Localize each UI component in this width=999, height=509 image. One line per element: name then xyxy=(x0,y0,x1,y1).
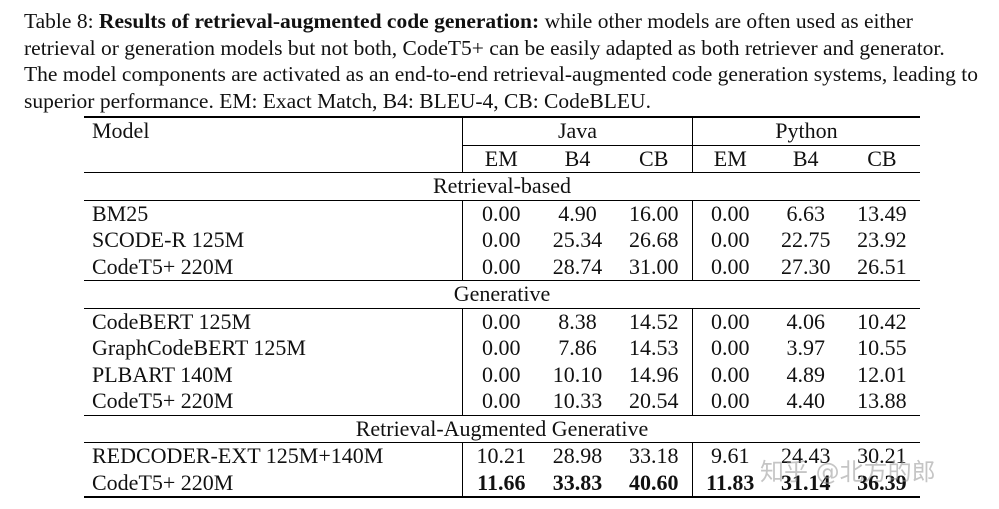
metric-value-cell: 0.00 xyxy=(691,253,768,281)
metric-value-cell: 0.00 xyxy=(691,335,768,362)
metric-value-cell: 10.10 xyxy=(552,361,603,387)
metric-header: CB xyxy=(639,145,669,171)
metric-value-cell: 4.90 xyxy=(539,199,616,227)
table-row: REDCODER-EXT 125M+140M 10.21 28.98 33.18 9.6… xyxy=(84,442,920,470)
metric-value-cell: 23.92 xyxy=(857,227,907,253)
metric-value-cell: 0.00 xyxy=(462,307,540,335)
python-header: Python xyxy=(691,116,920,146)
metric-value-cell: 40.60 xyxy=(615,469,693,498)
table-row: BM25 0.00 4.90 16.00 0.00 6.63 13.49 xyxy=(84,199,920,227)
section-header-row: Generative xyxy=(84,280,920,308)
metric-header: EM xyxy=(462,145,540,173)
metric-header: EM xyxy=(691,145,768,173)
metric-value-cell: 0.00 xyxy=(691,388,768,415)
metric-value-cell: 9.61 xyxy=(691,442,768,470)
metric-value-cell: 28.74 xyxy=(552,253,603,279)
metric-value-cell: 0.00 xyxy=(462,361,540,388)
metric-value-cell: 24.43 xyxy=(767,442,844,470)
metric-value-cell: 0.00 xyxy=(691,361,768,388)
table-row: SCODE-R 125M 0.00 25.34 26.68 0.00 22.75 23.92 xyxy=(84,227,920,254)
metric-value-cell: 8.38 xyxy=(539,307,616,335)
metric-header: CB xyxy=(867,145,897,171)
model-column-header: Model xyxy=(84,116,463,173)
metric-value-cell: 0.00 xyxy=(462,199,540,227)
model-name-cell: BM25 xyxy=(84,199,463,227)
model-name-cell: CodeT5+ 220M xyxy=(84,469,463,498)
table-row: CodeT5+ 220M 0.00 10.33 20.54 0.00 4.40 13.88 xyxy=(84,388,920,415)
metric-value-cell: 20.54 xyxy=(628,388,679,414)
metric-value-cell: 33.83 xyxy=(539,469,616,498)
metric-value-cell: 11.83 xyxy=(691,469,768,498)
results-table: Model Java Python EM B4 CB EM B4 CB Retr… xyxy=(84,116,920,498)
metric-value-cell: 4.89 xyxy=(786,361,825,387)
table-row: GraphCodeBERT 125M 0.00 7.86 14.53 0.00 3.97 1… xyxy=(84,335,920,362)
metric-value-cell: 12.01 xyxy=(857,361,907,387)
metric-value-cell: 14.53 xyxy=(628,335,679,361)
caption-text: while other models are often used as eit… xyxy=(24,9,978,113)
metric-value-cell: 27.30 xyxy=(780,253,831,279)
metric-value-cell: 31.00 xyxy=(628,253,679,279)
metric-value-cell: 26.51 xyxy=(857,253,907,279)
metric-value-cell: 14.96 xyxy=(628,361,679,387)
metric-header: B4 xyxy=(792,145,819,171)
metric-value-cell: 28.98 xyxy=(539,442,616,470)
metric-value-cell: 26.68 xyxy=(628,227,679,253)
metric-value-cell: 10.55 xyxy=(857,335,907,361)
section-title: Retrieval-based xyxy=(84,172,920,200)
table-row: PLBART 140M 0.00 10.10 14.96 0.00 4.89 12.01 xyxy=(84,361,920,388)
model-name-cell: CodeBERT 125M xyxy=(84,307,463,335)
metric-value-cell: 6.63 xyxy=(767,199,844,227)
metric-value-cell: 36.39 xyxy=(843,469,920,498)
section-title: Retrieval-Augmented Generative xyxy=(84,414,920,443)
metric-value-cell: 10.33 xyxy=(552,388,603,414)
metric-value-cell: 13.88 xyxy=(857,388,907,414)
header-row-metrics: EM B4 CB EM B4 CB xyxy=(84,145,920,173)
metric-value-cell: 7.86 xyxy=(558,335,597,361)
section-header-row: Retrieval-Augmented Generative xyxy=(84,414,920,443)
metric-value-cell: 31.14 xyxy=(767,469,844,498)
model-name-cell: PLBART 140M xyxy=(92,361,233,387)
table-row: CodeT5+ 220M 0.00 28.74 31.00 0.00 27.30 26.51 xyxy=(84,253,920,281)
metric-header: B4 xyxy=(564,145,591,171)
metric-value-cell: 0.00 xyxy=(691,227,768,254)
model-name-cell: SCODE-R 125M xyxy=(92,227,245,253)
metric-value-cell: 33.18 xyxy=(615,442,693,470)
caption-bold-title: Results of retrieval-augmented code gene… xyxy=(98,9,540,33)
metric-value-cell: 30.21 xyxy=(843,442,920,470)
metric-value-cell: 10.42 xyxy=(843,307,920,335)
metric-value-cell: 0.00 xyxy=(462,227,540,254)
metric-value-cell: 0.00 xyxy=(691,307,768,335)
metric-value-cell: 0.00 xyxy=(462,388,540,415)
header-row-languages: Model Java Python xyxy=(84,116,920,173)
metric-value-cell: 4.06 xyxy=(767,307,844,335)
metric-value-cell: 13.49 xyxy=(843,199,920,227)
table-caption: Table 8: Results of retrieval-augmented … xyxy=(24,8,979,114)
metric-value-cell: 11.66 xyxy=(462,469,540,498)
metric-value-cell: 4.40 xyxy=(786,388,825,414)
metric-value-cell: 0.00 xyxy=(462,335,540,362)
model-name-cell: CodeT5+ 220M xyxy=(92,388,234,414)
metric-value-cell: 16.00 xyxy=(615,199,693,227)
metric-value-cell: 3.97 xyxy=(786,335,825,361)
table-row: CodeT5+ 220M 11.66 33.83 40.60 11.83 31.14 36.… xyxy=(84,469,920,498)
metric-value-cell: 25.34 xyxy=(552,227,603,253)
metric-value-cell: 14.52 xyxy=(615,307,693,335)
metric-value-cell: 22.75 xyxy=(780,227,831,253)
model-name-cell: REDCODER-EXT 125M+140M xyxy=(84,442,463,470)
model-name-cell: CodeT5+ 220M xyxy=(92,253,234,279)
metric-value-cell: 0.00 xyxy=(462,253,540,281)
table-row: CodeBERT 125M 0.00 8.38 14.52 0.00 4.06 10.42 xyxy=(84,307,920,335)
section-title: Generative xyxy=(84,280,920,308)
model-name-cell: GraphCodeBERT 125M xyxy=(92,335,306,361)
section-header-row: Retrieval-based xyxy=(84,172,920,200)
java-header: Java xyxy=(462,116,693,146)
metric-value-cell: 10.21 xyxy=(462,442,540,470)
caption-label: Table 8: xyxy=(24,9,99,33)
metric-value-cell: 0.00 xyxy=(691,199,768,227)
